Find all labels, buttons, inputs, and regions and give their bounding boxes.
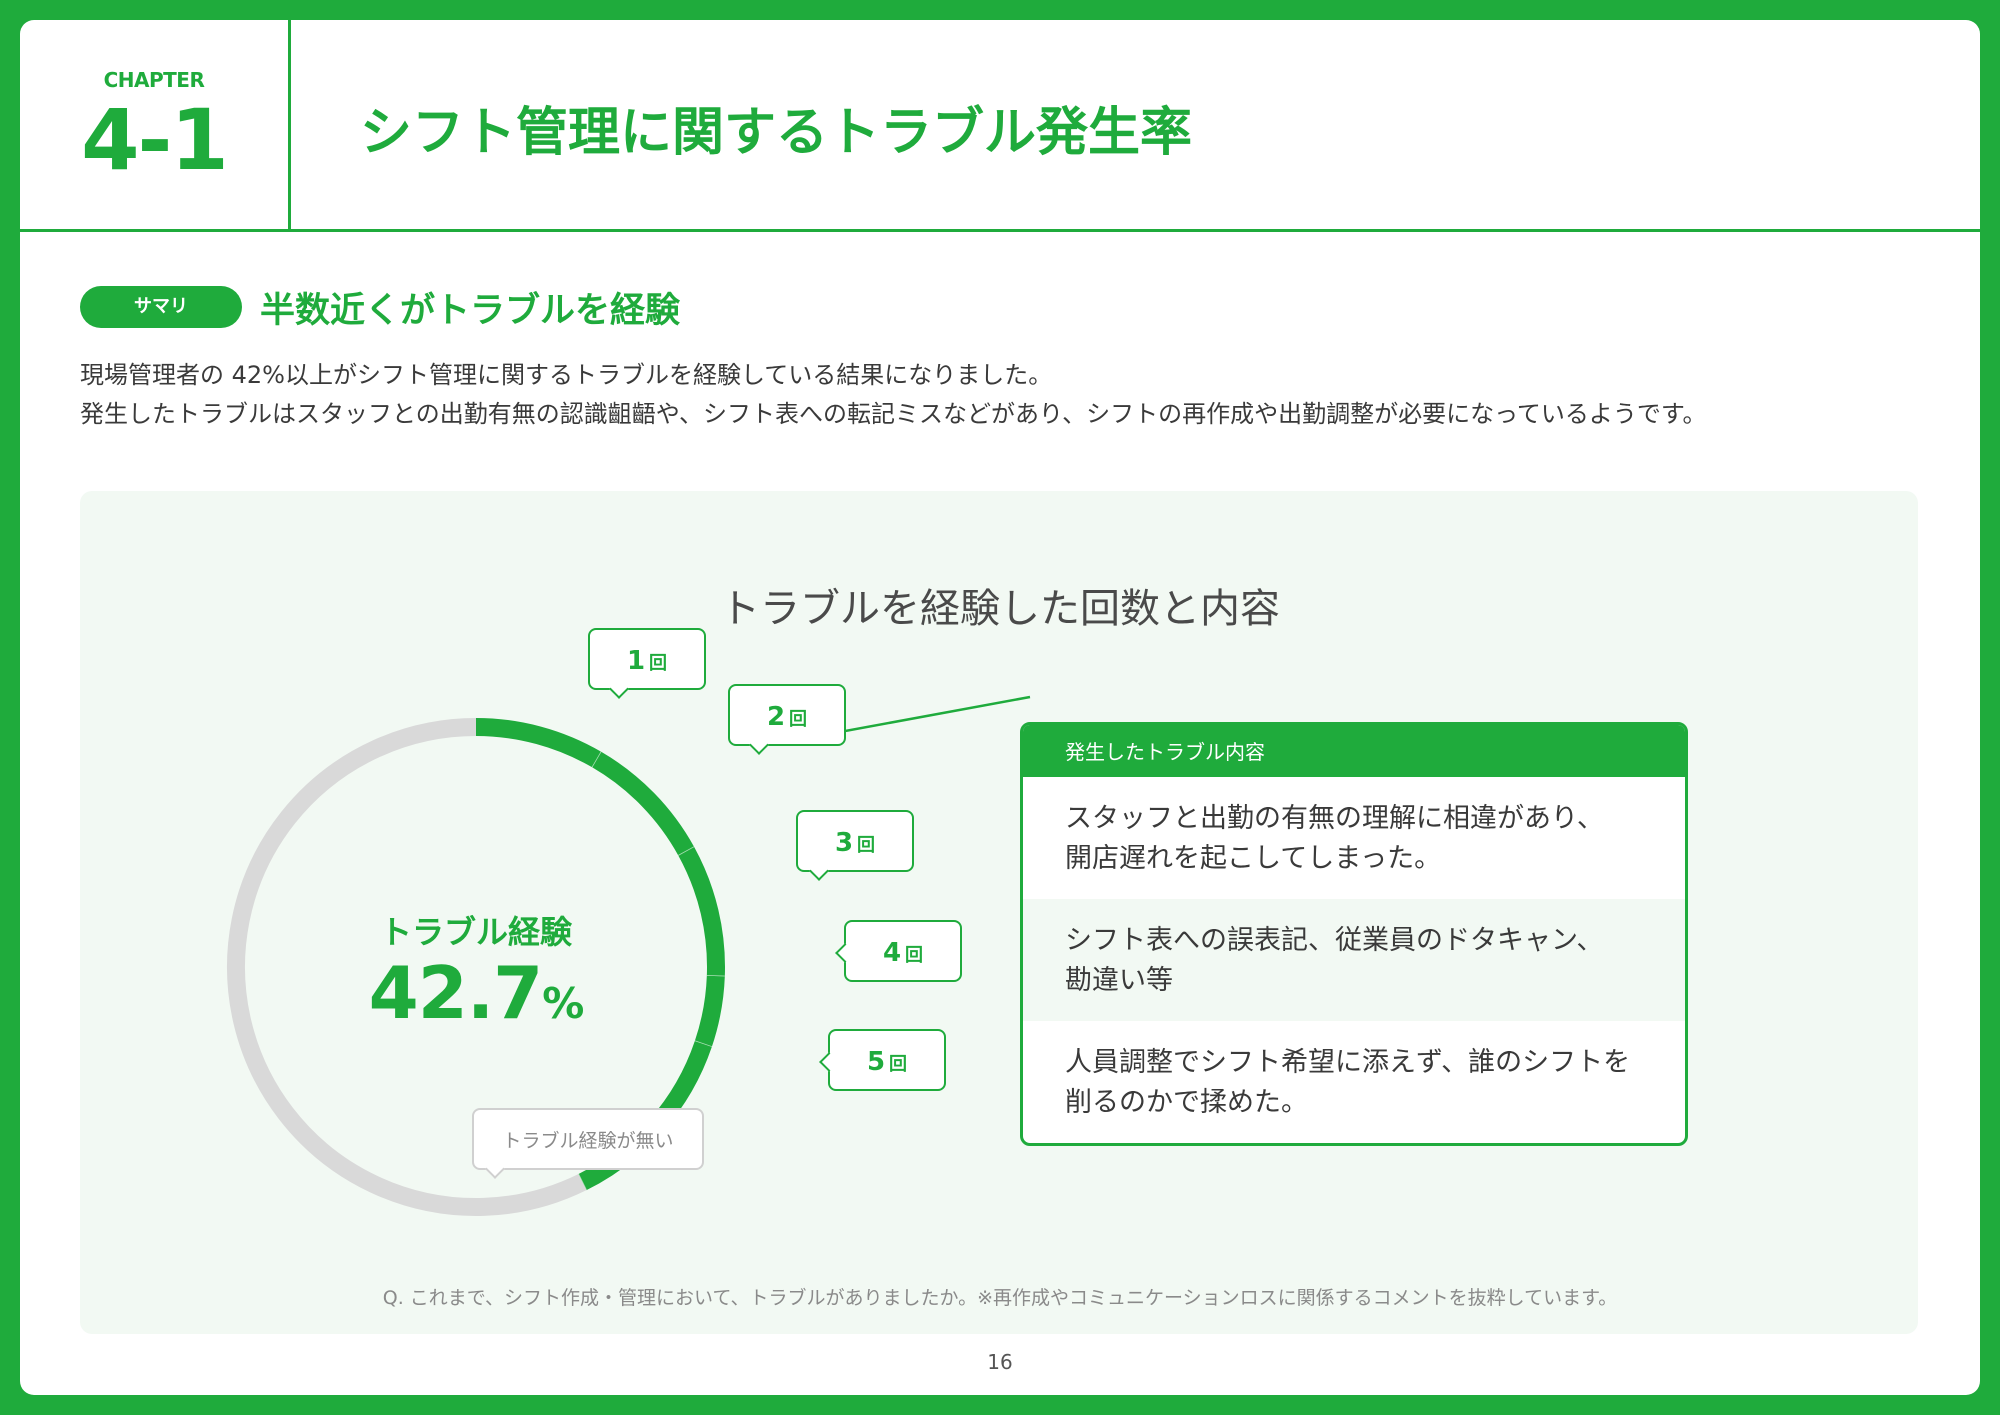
callout-1-count: 1 [626, 646, 646, 676]
chapter-label: CHAPTER [103, 68, 205, 92]
callout-no-trouble-label: トラブル経験が無い [502, 1130, 674, 1152]
callout-1-unit: 回 [649, 653, 668, 674]
donut-chart [227, 695, 1031, 1216]
summary-body: 現場管理者の 42%以上がシフト管理に関するトラブルを経験している結果になりまし… [80, 356, 1706, 434]
trouble-item-2-line-2: 勘違い等 [1065, 965, 1173, 996]
page-number: 16 [987, 1350, 1013, 1374]
donut-slice-3 [678, 847, 725, 977]
chart-title: トラブルを経験した回数と内容 [720, 586, 1280, 632]
center-label: トラブル経験 [379, 913, 572, 951]
trouble-item: 人員調整でシフト希望に添えず、誰のシフトを 削るのかで揉めた。 [1023, 1021, 1685, 1143]
chapter-number: 4-1 [81, 91, 229, 189]
survey-footnote: Q. これまで、シフト作成・管理において、トラブルがありましたか。※再作成やコミ… [382, 1287, 1618, 1309]
trouble-item-1-line-2: 開店遅れを起こしてしまった。 [1065, 843, 1442, 874]
trouble-card-header: 発生したトラブル内容 [1023, 725, 1685, 777]
summary-line-1: 現場管理者の 42%以上がシフト管理に関するトラブルを経験している結果になりまし… [80, 361, 1053, 389]
trouble-details-card: 発生したトラブル内容 スタッフと出勤の有無の理解に相違があり、 開店遅れを起こし… [1020, 722, 1688, 1146]
callout-4-count: 4 [882, 938, 902, 968]
trouble-item: シフト表への誤表記、従業員のドタキャン、 勘違い等 [1023, 899, 1685, 1021]
callout-5-unit: 回 [889, 1054, 908, 1075]
trouble-item: スタッフと出勤の有無の理解に相違があり、 開店遅れを起こしてしまった。 [1023, 777, 1685, 899]
callout-2-count: 2 [766, 702, 786, 732]
donut-slice-4 [694, 975, 725, 1047]
center-value-unit: % [542, 979, 584, 1028]
summary-line-2: 発生したトラブルはスタッフとの出勤有無の認識齟齬や、シフト表への転記ミスなどがあ… [80, 400, 1707, 428]
trouble-item-1-line-1: スタッフと出勤の有無の理解に相違があり、 [1065, 803, 1604, 834]
donut-slice-2 [592, 751, 695, 856]
trouble-item-3-line-2: 削るのかで揉めた。 [1065, 1087, 1308, 1118]
page-title: シフト管理に関するトラブル発生率 [360, 103, 1193, 163]
page: CHAPTER 4-1 シフト管理に関するトラブル発生率 サマリ 半数近くがトラ… [20, 20, 1980, 1395]
callout-no-trouble: トラブル経験が無い [472, 1108, 704, 1179]
summary-badge: サマリ [80, 286, 242, 328]
trouble-item-2-line-1: シフト表への誤表記、従業員のドタキャン、 [1065, 925, 1604, 956]
summary-heading: 半数近くがトラブルを経験 [260, 291, 681, 331]
center-value-number: 42.7 [368, 951, 544, 1035]
trouble-item-3-line-1: 人員調整でシフト希望に添えず、誰のシフトを [1065, 1047, 1631, 1078]
page-header: CHAPTER 4-1 シフト管理に関するトラブル発生率 [20, 20, 1980, 232]
chapter-box: CHAPTER 4-1 [20, 20, 291, 229]
donut-slice-no-trouble [227, 718, 587, 1216]
callout-5-count: 5 [866, 1047, 886, 1077]
center-value: 42.7% [340, 951, 612, 1035]
callout-3-unit: 回 [857, 835, 876, 856]
callout-3-count: 3 [834, 828, 854, 858]
callout-2-unit: 回 [789, 709, 808, 730]
donut-slice-1 [475, 718, 602, 768]
callout-4-unit: 回 [905, 945, 924, 966]
